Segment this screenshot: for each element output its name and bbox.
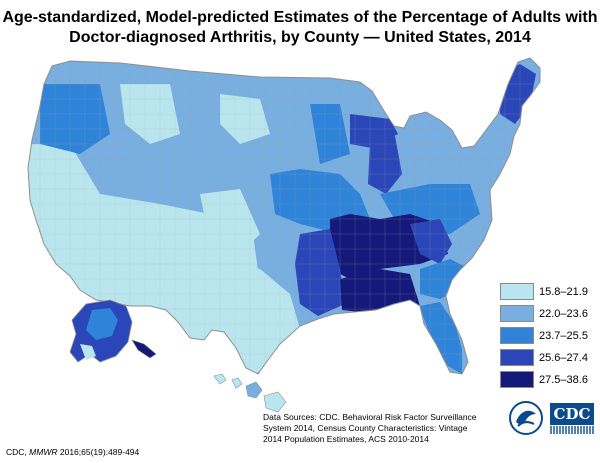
us-county-choropleth-map: [27, 57, 541, 413]
hhs-eagle-seal-icon: [509, 401, 543, 435]
legend-swatch: [500, 349, 534, 366]
map-title: Age-standardized, Model-predicted Estima…: [0, 8, 600, 48]
data-sources-line-1: Data Sources: CDC. Behavioral Risk Facto…: [263, 412, 477, 422]
citation: CDC, MMWR 2016;65(19):489-494: [6, 447, 139, 457]
cdc-logo: CDC: [550, 403, 594, 434]
legend-swatch: [500, 283, 534, 300]
legend-swatch: [500, 327, 534, 344]
cdc-logo-text: CDC: [550, 403, 594, 425]
data-sources-note: Data Sources: CDC. Behavioral Risk Facto…: [263, 412, 503, 445]
map-legend: 15.8–21.9 22.0–23.6 23.7–25.5 25.6–27.4 …: [500, 282, 596, 392]
citation-journal: MMWR: [29, 447, 58, 457]
legend-label: 27.5–38.6: [539, 373, 588, 386]
alaska-inset: [69, 299, 157, 363]
data-sources-line-3: 2014 Population Estimates, ACS 2010-2014: [263, 434, 429, 444]
citation-reference: 2016;65(19):489-494: [59, 447, 140, 457]
legend-item: 27.5–38.6: [500, 370, 596, 389]
map-title-line-2: Doctor-diagnosed Arthritis, by County — …: [69, 29, 531, 46]
legend-label: 15.8–21.9: [539, 285, 588, 298]
legend-item: 23.7–25.5: [500, 326, 596, 345]
map-title-line-1: Age-standardized, Model-predicted Estima…: [2, 9, 598, 26]
legend-item: 15.8–21.9: [500, 282, 596, 301]
cdc-logo-tagline: [550, 426, 594, 434]
legend-label: 25.6–27.4: [539, 351, 588, 364]
hawaii-inset: [213, 373, 287, 413]
citation-org: CDC,: [6, 447, 27, 457]
legend-item: 25.6–27.4: [500, 348, 596, 367]
data-sources-line-2: System 2014, Census County Characteristi…: [263, 423, 468, 433]
legend-label: 23.7–25.5: [539, 329, 588, 342]
legend-label: 22.0–23.6: [539, 307, 588, 320]
legend-swatch: [500, 305, 534, 322]
legend-item: 22.0–23.6: [500, 304, 596, 323]
legend-swatch: [500, 371, 534, 388]
